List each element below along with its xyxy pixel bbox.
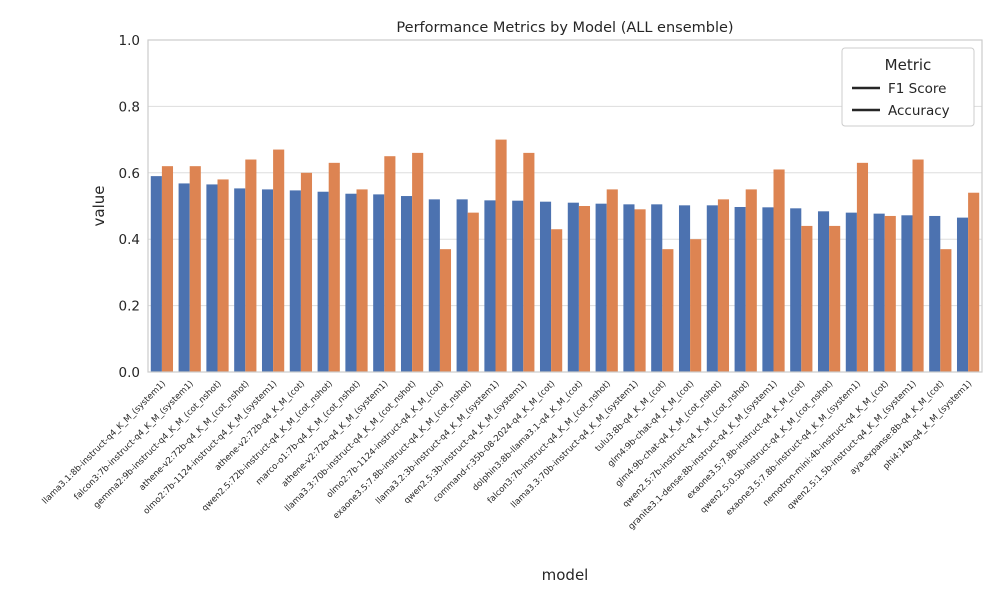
bar-f1-score bbox=[539, 201, 552, 372]
bar-f1-score bbox=[678, 205, 691, 372]
bars bbox=[150, 139, 980, 372]
bar-f1-score bbox=[484, 200, 496, 372]
x-tick-label: qwen2.5:72b-instruct-q4_K_M_(cot_nshot) bbox=[200, 379, 335, 514]
bar-f1-score bbox=[428, 199, 440, 372]
bar-accuracy bbox=[245, 159, 257, 372]
y-tick-label: 0.6 bbox=[119, 166, 140, 182]
chart-title: Performance Metrics by Model (ALL ensemb… bbox=[396, 20, 733, 36]
y-tick-label: 0.4 bbox=[119, 232, 140, 248]
legend-entry-f1-score: F1 Score bbox=[888, 81, 946, 97]
bar-accuracy bbox=[412, 152, 424, 372]
x-axis-label: model bbox=[542, 566, 589, 584]
bar-f1-score bbox=[706, 205, 718, 372]
bar-accuracy bbox=[634, 209, 646, 372]
bar-accuracy bbox=[523, 152, 535, 372]
bar-f1-score bbox=[373, 194, 385, 372]
y-tick-label: 0.8 bbox=[119, 99, 140, 115]
bar-accuracy bbox=[940, 249, 952, 372]
bar-f1-score bbox=[790, 208, 802, 372]
legend[interactable]: Metric F1 Score Accuracy bbox=[841, 47, 975, 127]
bar-accuracy bbox=[606, 189, 618, 372]
bar-accuracy bbox=[300, 172, 313, 372]
bar-f1-score bbox=[762, 207, 774, 372]
bar-f1-score bbox=[345, 193, 357, 372]
bar-f1-score bbox=[873, 213, 885, 372]
bar-accuracy bbox=[690, 239, 702, 372]
bar-f1-score bbox=[317, 191, 329, 372]
y-tick-labels: 0.0 0.2 0.4 0.6 0.8 1.0 bbox=[119, 33, 140, 381]
bar-f1-score bbox=[595, 203, 607, 372]
y-tick-label: 0.2 bbox=[119, 299, 140, 315]
bar-accuracy bbox=[356, 189, 368, 372]
bar-f1-score bbox=[178, 183, 190, 372]
y-axis-label: value bbox=[90, 186, 108, 227]
bar-accuracy bbox=[968, 192, 980, 372]
bar-accuracy bbox=[884, 215, 896, 372]
bar-f1-score bbox=[956, 217, 969, 372]
bar-accuracy bbox=[273, 149, 285, 372]
bar-accuracy bbox=[856, 162, 869, 372]
x-tick-label: llama3.3:70b-instruct-q4_K_M_(system1) bbox=[509, 379, 640, 510]
x-tick-label: gemma2:9b-instruct-q4_K_M_(cot_nshot) bbox=[92, 379, 224, 511]
bar-accuracy bbox=[439, 249, 452, 372]
x-tick-labels: llama3.1:8b-instruct-q4_K_M_(system1)fal… bbox=[41, 379, 975, 532]
y-tick-label: 0.0 bbox=[119, 365, 140, 381]
bar-f1-score bbox=[150, 176, 162, 372]
bar-f1-score bbox=[289, 190, 301, 372]
bar-f1-score bbox=[929, 215, 941, 372]
bar-accuracy bbox=[551, 229, 563, 372]
bar-accuracy bbox=[384, 156, 396, 372]
bar-f1-score bbox=[817, 211, 830, 372]
legend-box bbox=[841, 47, 975, 127]
bar-f1-score bbox=[512, 200, 524, 372]
bar-accuracy bbox=[189, 166, 201, 372]
bar-f1-score bbox=[901, 215, 913, 372]
bar-f1-score bbox=[623, 204, 635, 372]
bar-f1-score bbox=[234, 188, 246, 372]
bar-f1-score bbox=[845, 212, 857, 372]
bar-accuracy bbox=[217, 179, 229, 372]
x-tick-label: qwen2.5:1.5b-instruct-q4_K_M_(system1) bbox=[786, 379, 919, 512]
bar-accuracy bbox=[745, 189, 757, 372]
bar-f1-score bbox=[567, 202, 579, 372]
bar-f1-score bbox=[261, 189, 274, 372]
bar-f1-score bbox=[651, 204, 663, 372]
plot-frame bbox=[147, 39, 983, 373]
bar-accuracy bbox=[717, 199, 730, 372]
bar-accuracy bbox=[495, 139, 507, 372]
bar-accuracy bbox=[328, 162, 340, 372]
bar-f1-score bbox=[456, 199, 468, 372]
legend-title: Metric bbox=[885, 56, 932, 74]
bar-accuracy bbox=[161, 166, 174, 372]
bar-f1-score bbox=[206, 184, 218, 372]
bar-accuracy bbox=[662, 249, 674, 372]
bar-accuracy bbox=[467, 212, 479, 372]
bar-accuracy bbox=[773, 169, 785, 372]
bar-accuracy bbox=[912, 159, 924, 372]
bar-accuracy bbox=[801, 225, 813, 372]
bar-f1-score bbox=[734, 206, 746, 372]
y-tick-label: 1.0 bbox=[119, 33, 140, 49]
bar-f1-score bbox=[400, 196, 413, 372]
legend-entry-accuracy: Accuracy bbox=[888, 103, 950, 119]
bar-accuracy bbox=[829, 225, 841, 372]
bar-accuracy bbox=[578, 206, 591, 372]
